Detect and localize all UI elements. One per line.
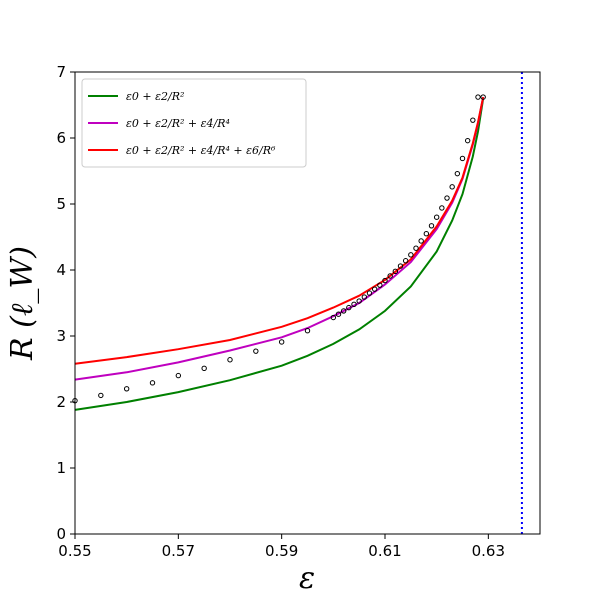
x-tick-label: 0.55 [58,542,91,560]
data-point [377,282,383,288]
data-point [335,311,342,317]
x-tick-label: 0.61 [368,542,401,560]
y-tick-label: 7 [56,63,66,81]
x-tick-label: 0.57 [162,542,195,560]
legend-label: ε0 + ε2/R² + ε4/R⁴ [126,117,230,130]
y-tick-label: 2 [56,393,66,411]
data-point [371,286,378,292]
data-point [408,252,414,258]
data-point [428,223,435,229]
data-point [123,386,130,392]
data-point [418,238,424,244]
y-axis-ticks: 0 1 2 3 4 5 6 7 [56,63,75,543]
data-point [346,304,352,311]
legend: ε0 + ε2/R² ε0 + ε2/R² + ε4/R⁴ ε0 + ε2/R² +… [81,78,307,168]
data-point [454,170,461,177]
data-point [459,155,466,162]
data-point [464,137,471,144]
series-line-3 [74,96,485,365]
x-tick-label: 0.63 [472,542,505,560]
data-point [175,372,182,379]
data-point [402,258,409,264]
y-axis-title: R (ℓ_W) [5,246,40,361]
data-point [278,339,285,345]
data-point [444,195,450,201]
y-tick-label: 5 [56,195,66,213]
data-point [433,214,440,220]
plot-frame [74,71,541,535]
data-point [330,314,337,321]
data-point [387,273,393,279]
series-layer [72,94,486,411]
y-tick-label: 3 [56,327,66,345]
y-tick-label: 1 [56,459,66,477]
legend-items: ε0 + ε2/R² ε0 + ε2/R² + ε4/R⁴ ε0 + ε2/R² +… [88,90,276,157]
series-line-1 [74,98,485,411]
data-point [382,277,388,284]
data-point [227,357,233,363]
data-point [392,268,399,275]
data-point [480,94,486,100]
x-axis-title: ε [299,561,315,596]
data-point [361,294,368,300]
data-point [475,94,481,100]
data-point [340,308,347,314]
y-tick-label: 6 [56,129,66,147]
data-point [413,245,419,251]
x-axis-ticks: 0.55 0.57 0.59 0.61 0.63 [58,534,505,560]
data-point [253,348,259,354]
data-point [98,392,104,399]
y-tick-label: 0 [56,525,66,543]
data-point [149,380,156,386]
data-point [356,298,362,304]
legend-box [81,78,307,168]
data-point [397,263,404,269]
data-point [449,184,455,190]
data-point [470,117,476,123]
data-point [201,365,207,372]
data-point [423,231,430,237]
data-point [304,328,311,334]
data-point [366,290,373,296]
legend-label: ε0 + ε2/R² [126,90,184,103]
y-tick-label: 4 [56,261,66,279]
data-point [351,301,357,308]
data-point [439,205,445,211]
legend-label: ε0 + ε2/R² + ε4/R⁴ + ε6/R⁶ [126,144,276,157]
x-tick-label: 0.59 [265,542,298,560]
